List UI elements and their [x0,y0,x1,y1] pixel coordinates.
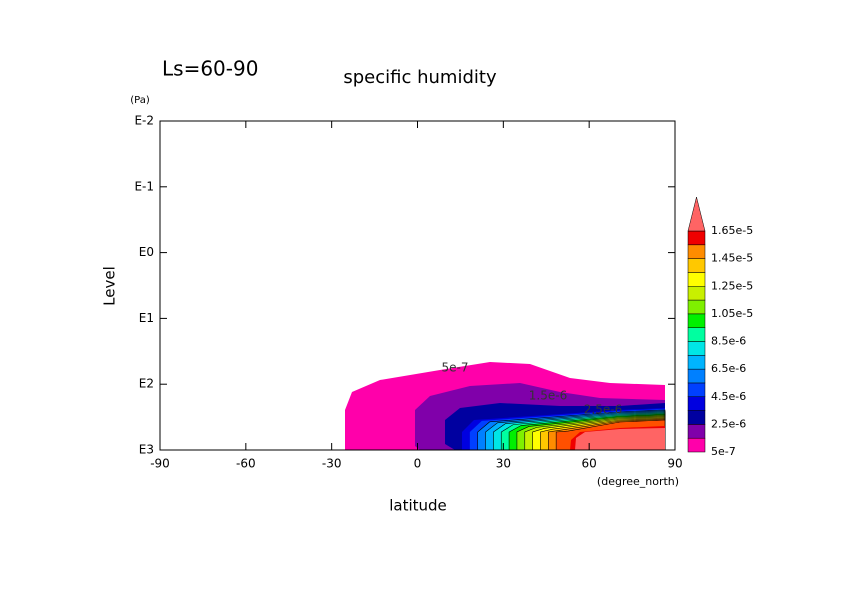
colorbar-label: 4.5e-6 [711,390,746,403]
chart-subtitle: Ls=60-90 [162,57,258,81]
contour-label: 5e-7 [442,361,469,375]
x-tick-label: 60 [582,457,597,471]
colorbar-label: 5e-7 [711,445,736,458]
colorbar-box [687,244,706,259]
colorbar-label: 1.45e-5 [711,252,753,265]
colorbar-box [687,355,706,370]
colorbar-label: 6.5e-6 [711,362,746,375]
y-tick-label: E-1 [134,179,154,193]
colorbar-box [687,437,706,453]
x-axis-label: latitude [389,497,447,515]
contour-label: 1.5e-6 [529,389,567,403]
y-tick-label: E1 [139,311,154,325]
y-tick-label: E3 [139,443,154,457]
colorbar-box [687,410,706,425]
colorbar-box [687,341,706,356]
x-tick-label: -30 [322,457,342,471]
colorbar-box [687,286,706,301]
x-tick-label: 0 [414,457,422,471]
y-tick-label: E2 [139,377,154,391]
colorbar-label: 8.5e-6 [711,335,746,348]
colorbar-box [687,424,706,439]
y-axis-label: Level [101,266,119,306]
colorbar-box [687,299,706,315]
colorbar-box [687,230,706,246]
x-tick-label: 30 [496,457,511,471]
colorbar-label: 1.05e-5 [711,307,753,320]
colorbar-label: 2.5e-6 [711,417,746,430]
x-tick-label: -60 [236,457,256,471]
x-unit: (degree_north) [597,475,679,488]
colorbar-box [687,272,706,287]
y-unit: (Pa) [130,95,150,106]
colorbar-label: 1.25e-5 [711,279,753,292]
x-tick-label: -90 [150,457,170,471]
contour-region [575,428,665,450]
chart-title: specific humidity [343,67,497,88]
colorbar-box [687,258,706,273]
y-tick-label: E-2 [134,114,154,128]
colorbar-label: 1.65e-5 [711,224,753,237]
colorbar-box [687,313,706,328]
y-tick-label: E0 [139,245,154,259]
colorbar-box [687,327,706,342]
contour-label: 2.5e-6 [584,403,622,417]
colorbar-box [687,368,706,384]
colorbar-over [687,196,706,232]
colorbar-box [687,396,706,411]
x-tick-label: 90 [667,457,682,471]
colorbar-box [687,382,706,397]
